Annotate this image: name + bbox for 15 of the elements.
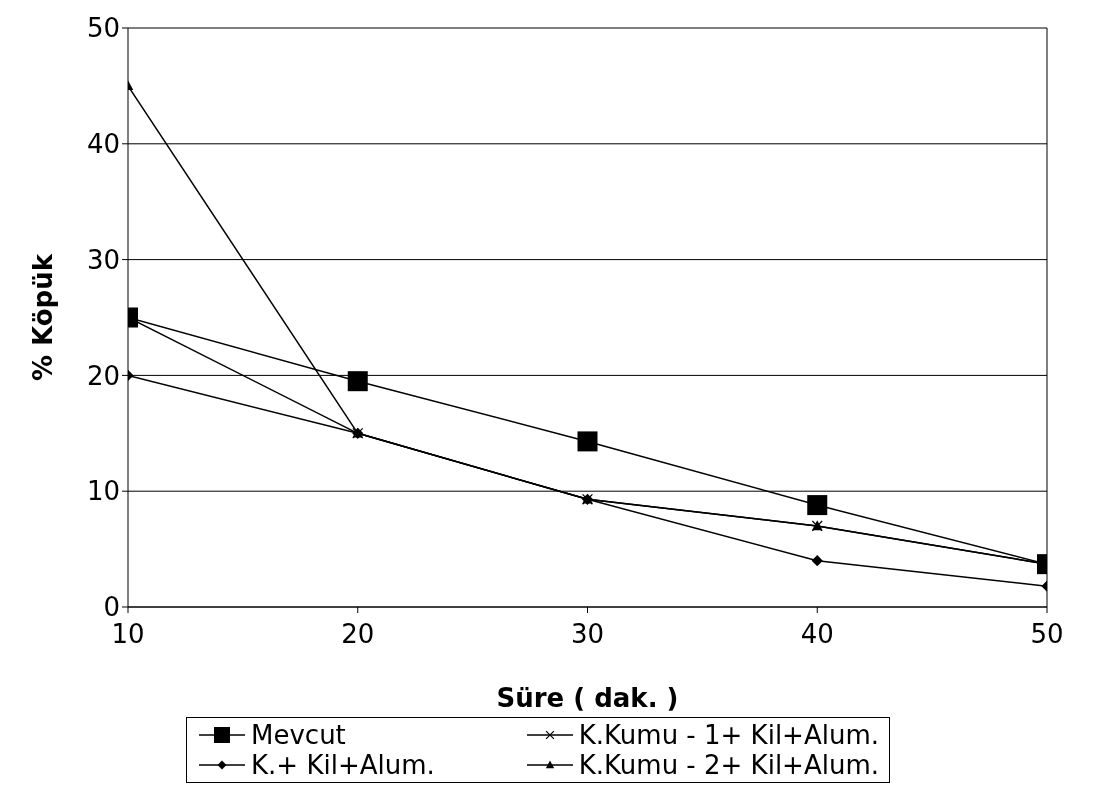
y-tick-label: 20 xyxy=(86,360,120,391)
x-tick-label: 20 xyxy=(341,619,375,650)
y-tick-label: 30 xyxy=(86,244,120,275)
y-tick-label: 40 xyxy=(86,129,120,160)
y-tick-label: 10 xyxy=(86,476,120,507)
y-tick-label: 50 xyxy=(86,13,120,44)
legend-label: K.+ Kil+Alum. xyxy=(251,750,435,780)
x-tick-label: 30 xyxy=(570,619,605,650)
legend-label: K.Kumu - 2+ Kil+Alum. xyxy=(578,750,879,780)
x-axis-title: Süre ( dak. ) xyxy=(496,683,679,713)
x-tick-label: 40 xyxy=(800,619,834,650)
legend-label: K.Kumu - 1+ Kil+Alum. xyxy=(578,720,879,750)
y-axis-title: % Köpük xyxy=(28,253,59,382)
x-tick-label: 50 xyxy=(1030,619,1064,650)
legend-label: Mevcut xyxy=(251,720,346,750)
